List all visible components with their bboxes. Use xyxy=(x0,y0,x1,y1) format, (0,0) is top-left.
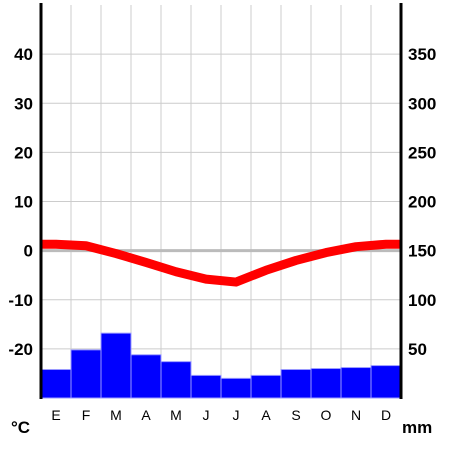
precipitation-bar xyxy=(340,367,372,399)
precipitation-bar xyxy=(250,374,282,399)
precipitation-tick-label: 250 xyxy=(408,143,436,162)
month-label: N xyxy=(351,407,361,423)
month-label: M xyxy=(110,407,122,423)
precipitation-bar xyxy=(160,361,192,399)
temperature-tick-label: 20 xyxy=(14,143,33,162)
month-label: D xyxy=(381,407,391,423)
temperature-tick-label: 30 xyxy=(14,94,33,113)
temperature-tick-label: 40 xyxy=(14,45,33,64)
month-label: J xyxy=(233,407,240,423)
precipitation-bar xyxy=(70,349,102,399)
month-label: J xyxy=(203,407,210,423)
temperature-tick-label: -20 xyxy=(8,340,33,359)
temperature-tick-label: 10 xyxy=(14,193,33,212)
axes xyxy=(39,3,403,399)
month-label: E xyxy=(51,407,60,423)
precipitation-unit-label: mm xyxy=(402,418,432,437)
month-label: M xyxy=(170,407,182,423)
month-label: A xyxy=(141,407,151,423)
precipitation-tick-label: 100 xyxy=(408,291,436,310)
precipitation-bar xyxy=(280,369,312,399)
precipitation-bars xyxy=(40,332,402,399)
grid-lines xyxy=(41,5,401,398)
temperature-series xyxy=(41,239,401,287)
temperature-tick-label: 0 xyxy=(24,242,33,261)
precipitation-tick-label: 300 xyxy=(408,94,436,113)
month-label: A xyxy=(261,407,271,423)
temperature-unit-label: °C xyxy=(11,418,30,437)
temperature-tick-label: -10 xyxy=(8,291,33,310)
temperature-line xyxy=(41,239,401,287)
precipitation-bar xyxy=(310,368,342,399)
precipitation-tick-label: 200 xyxy=(408,193,436,212)
temperature-tick-labels: 40 30 20 10 0 -10 -20 xyxy=(8,45,33,359)
precipitation-bar xyxy=(220,377,252,399)
precipitation-bar xyxy=(40,369,72,399)
month-label: S xyxy=(291,407,300,423)
precipitation-bar xyxy=(370,365,402,399)
month-label: F xyxy=(82,407,91,423)
precipitation-bar xyxy=(130,354,162,399)
precipitation-tick-label: 350 xyxy=(408,45,436,64)
precipitation-tick-label: 150 xyxy=(408,242,436,261)
precipitation-tick-label: 50 xyxy=(408,340,427,359)
precipitation-tick-labels: 350 300 250 200 150 100 50 xyxy=(408,45,436,359)
precipitation-bar xyxy=(100,332,132,399)
precipitation-bar xyxy=(190,374,222,399)
month-label: O xyxy=(321,407,332,423)
